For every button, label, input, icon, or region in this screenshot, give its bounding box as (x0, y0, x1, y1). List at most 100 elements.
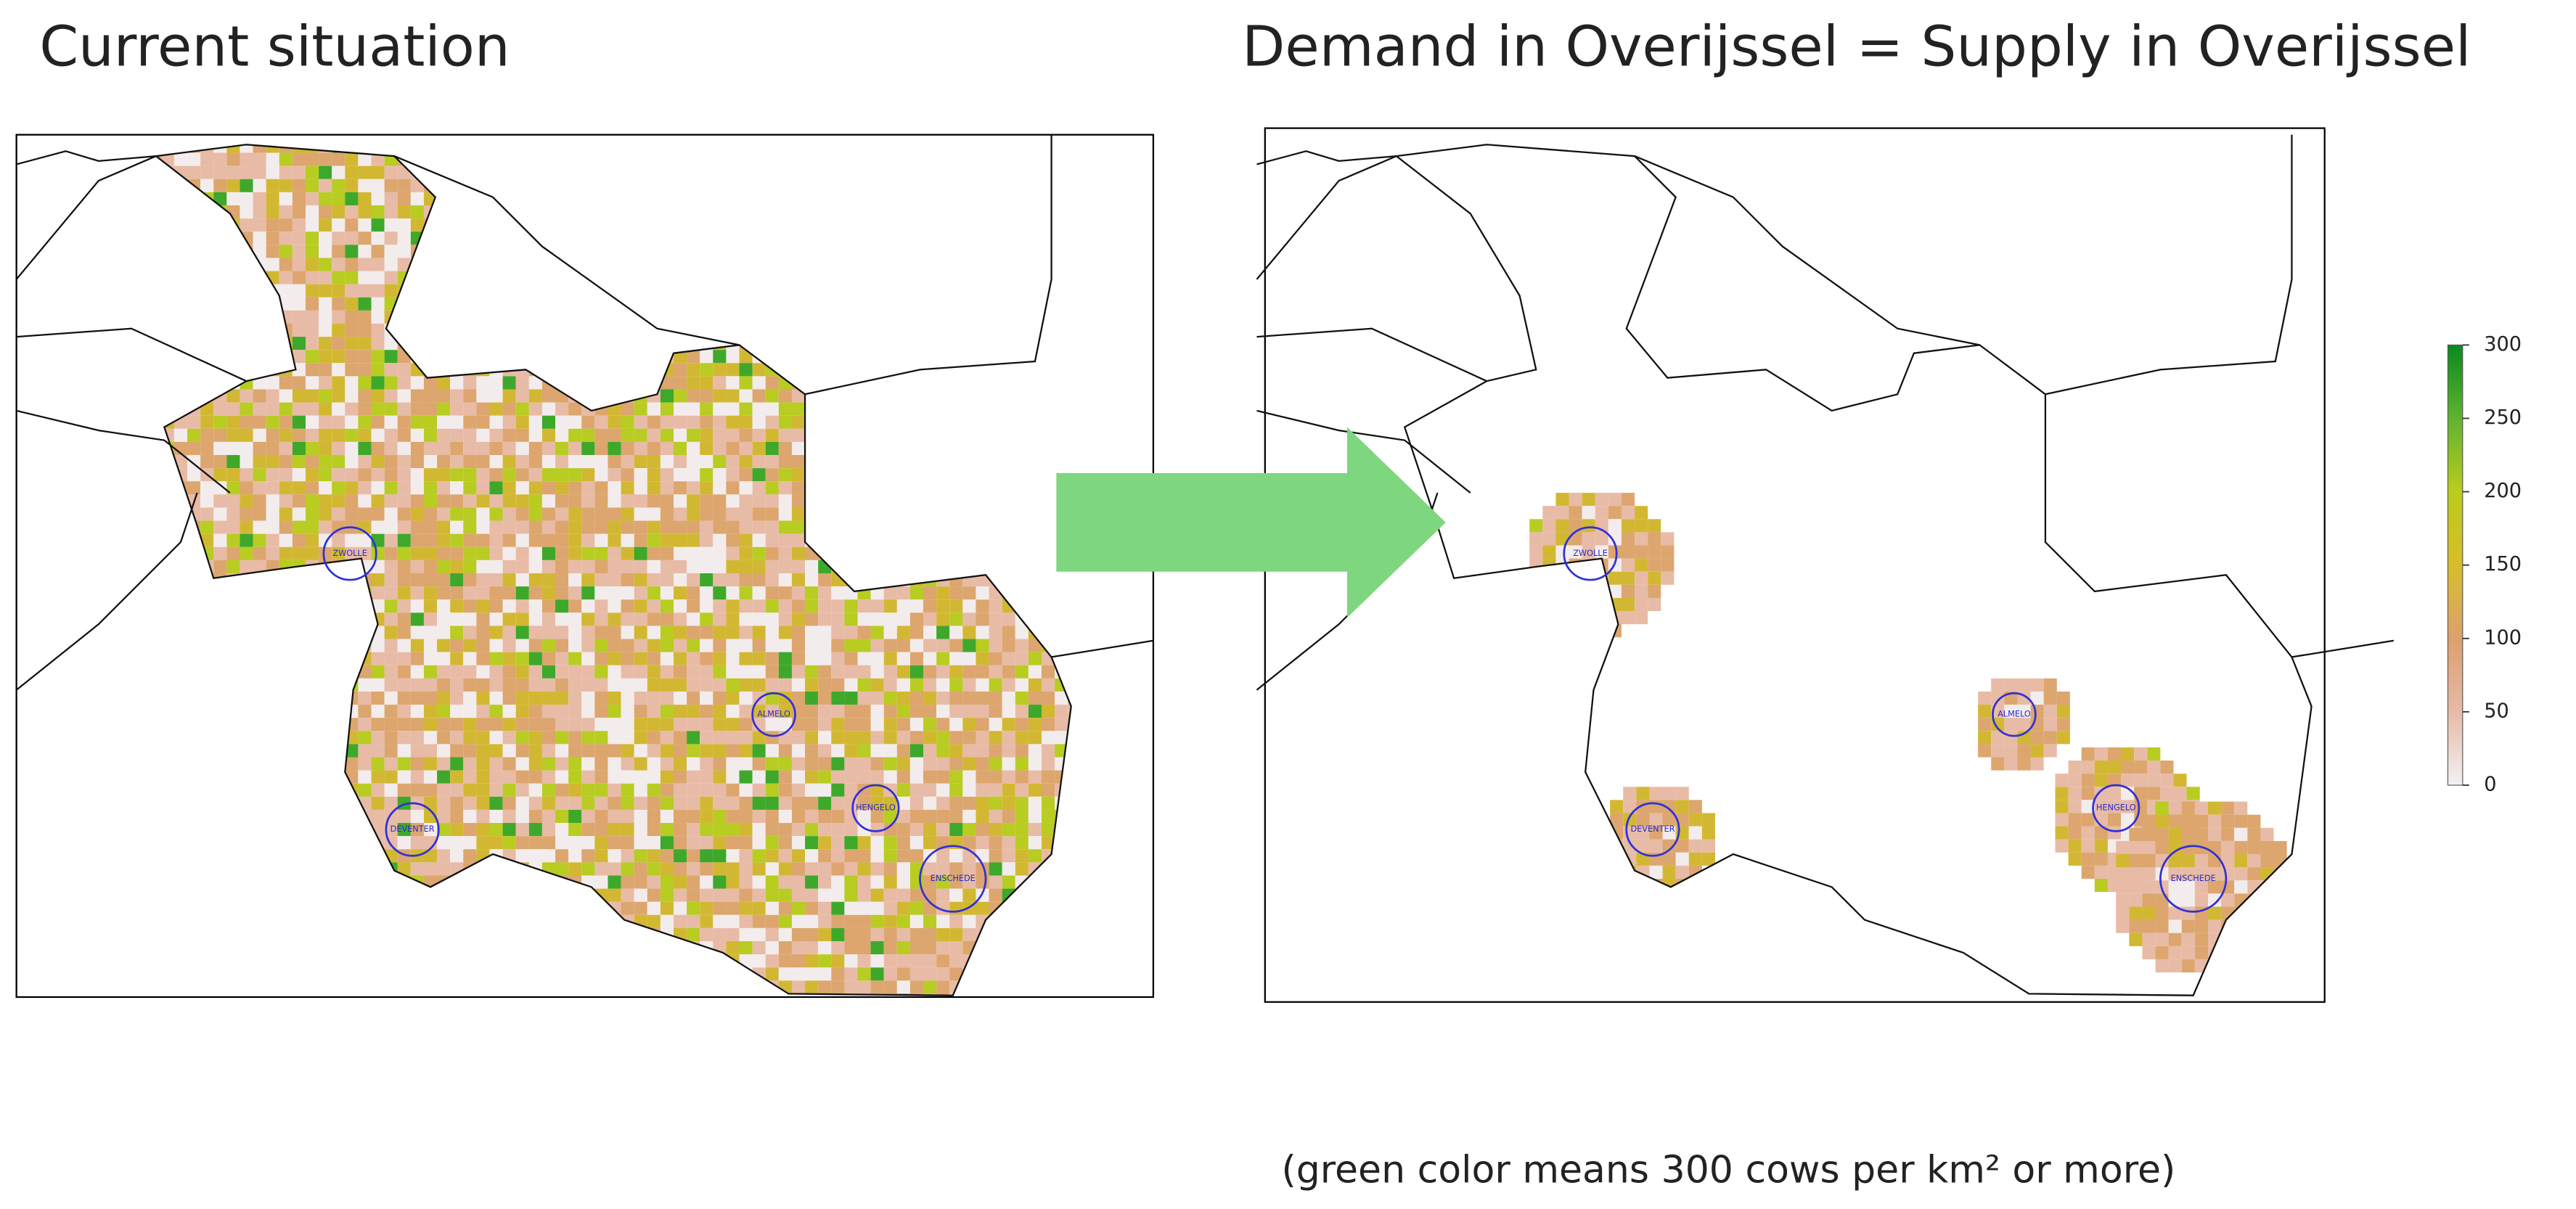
raster-cell (358, 823, 372, 837)
raster-cell (883, 718, 897, 731)
raster-cell (923, 323, 937, 337)
raster-cell (805, 218, 819, 232)
raster-cell (213, 809, 227, 824)
raster-cell (345, 376, 359, 390)
raster-cell (791, 639, 806, 652)
raster-cell (476, 350, 490, 364)
raster-cell (660, 599, 674, 613)
raster-cell (791, 573, 806, 587)
raster-cell (226, 586, 240, 600)
raster-cell (345, 481, 359, 495)
raster-cell (1542, 545, 1556, 559)
raster-cell (423, 914, 438, 928)
raster-cell (634, 639, 647, 652)
raster-cell (213, 993, 227, 996)
raster-cell (502, 271, 516, 284)
raster-cell (541, 678, 556, 692)
raster-cell (1002, 468, 1015, 482)
raster-cell (726, 770, 740, 784)
raster-cell (634, 481, 647, 495)
raster-cell (713, 731, 727, 745)
raster-cell (752, 323, 766, 337)
raster-cell (450, 731, 464, 745)
raster-cell (923, 271, 937, 284)
raster-cell (765, 284, 779, 298)
raster-cell (253, 415, 266, 429)
raster-cell (555, 271, 569, 284)
raster-cell (528, 428, 542, 442)
raster-cell (173, 218, 188, 232)
raster-cell (1068, 165, 1071, 179)
raster-cell (515, 297, 529, 311)
raster-cell (608, 455, 621, 469)
raster-cell (778, 705, 792, 718)
raster-cell (857, 192, 871, 205)
raster-cell (687, 612, 700, 626)
raster-cell (2068, 839, 2082, 853)
raster-cell (292, 297, 306, 311)
raster-cell (949, 441, 963, 456)
raster-cell (173, 586, 188, 600)
raster-cell (909, 612, 924, 626)
raster-cell (384, 875, 398, 889)
raster-cell (319, 691, 332, 705)
raster-cell (687, 823, 700, 837)
raster-cell (476, 481, 490, 495)
raster-cell (831, 862, 845, 876)
raster-cell (1542, 571, 1556, 585)
raster-cell (739, 376, 753, 390)
raster-cell (1041, 599, 1055, 613)
raster-cell (844, 310, 858, 324)
raster-cell (647, 284, 661, 298)
raster-cell (594, 980, 608, 994)
raster-cell (2056, 691, 2070, 705)
raster-cell (883, 310, 897, 324)
raster-cell (2055, 774, 2069, 787)
raster-cell (2107, 813, 2122, 827)
raster-cell (476, 612, 490, 626)
raster-cell (384, 940, 398, 955)
raster-cell (647, 626, 661, 639)
raster-cell (279, 954, 293, 968)
raster-cell (989, 144, 1002, 153)
raster-cell (805, 823, 819, 837)
raster-cell (200, 888, 214, 902)
raster-cell (1582, 545, 1595, 559)
raster-cell (568, 231, 582, 245)
raster-cell (844, 363, 858, 377)
raster-cell (634, 218, 647, 232)
raster-cell (581, 652, 595, 665)
raster-cell (831, 626, 845, 639)
raster-cell (949, 152, 963, 166)
raster-cell (687, 310, 700, 324)
raster-cell (844, 350, 858, 364)
raster-cell (726, 415, 740, 429)
raster-cell (713, 165, 727, 179)
raster-cell (608, 231, 621, 245)
raster-cell (450, 271, 464, 284)
raster-cell (857, 323, 871, 337)
raster-cell (1015, 520, 1029, 534)
raster-cell (726, 652, 740, 665)
raster-cell (1055, 626, 1068, 639)
raster-cell (896, 271, 910, 284)
raster-cell (423, 796, 438, 810)
raster-cell (423, 271, 438, 284)
raster-cell (160, 231, 174, 245)
raster-cell (319, 152, 332, 166)
raster-cell (240, 271, 253, 284)
raster-cell (489, 875, 503, 889)
raster-cell (266, 823, 279, 837)
raster-cell (253, 152, 266, 166)
raster-cell (713, 144, 727, 153)
raster-cell (305, 809, 319, 824)
raster-cell (739, 586, 753, 600)
raster-cell (1041, 888, 1055, 902)
raster-cell (173, 258, 188, 271)
raster-cell (2081, 800, 2095, 813)
raster-cell (358, 599, 372, 613)
raster-cell (358, 152, 372, 166)
raster-cell (949, 165, 963, 179)
raster-cell (581, 144, 595, 153)
raster-cell (476, 823, 490, 837)
